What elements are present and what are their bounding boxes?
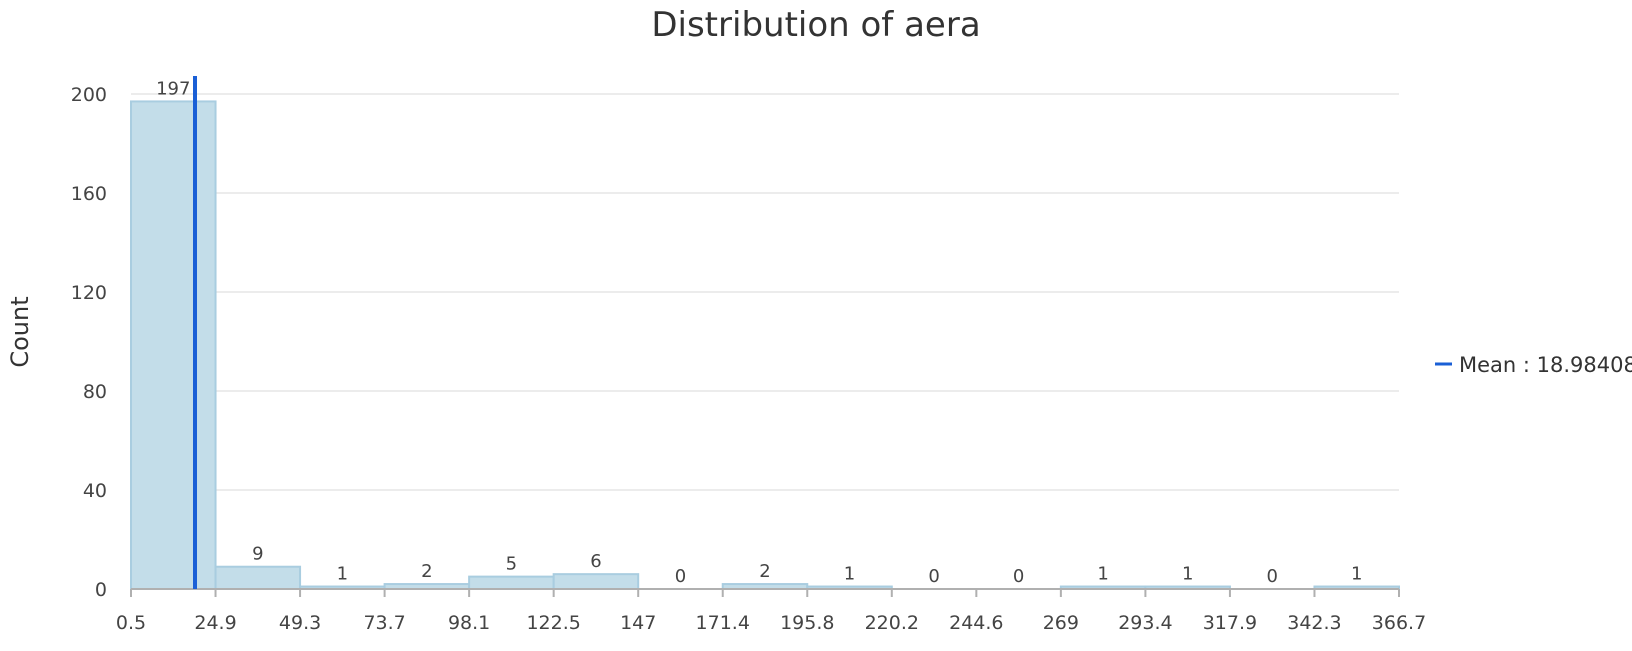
bar-value-label: 0 — [928, 566, 939, 587]
histogram-bars — [130, 100, 1401, 591]
y-tick-label: 200 — [71, 84, 107, 106]
histogram-bar[interactable] — [468, 575, 555, 590]
histogram-bar[interactable] — [552, 573, 640, 591]
bar-data-labels: 197 9 1 2 5 6 0 2 1 0 0 1 1 0 1 — [156, 78, 1362, 587]
x-tick-label: 171.4 — [696, 612, 750, 634]
x-tick-label: 122.5 — [526, 612, 580, 634]
bar-value-label: 1 — [1097, 564, 1108, 585]
y-tick-label: 0 — [95, 579, 107, 601]
x-tick-label: 0.5 — [116, 612, 146, 634]
x-tick-label: 24.9 — [194, 612, 236, 634]
bar-value-label: 9 — [252, 544, 263, 565]
y-tick-label: 120 — [71, 282, 107, 304]
x-tick-label: 49.3 — [279, 612, 321, 634]
x-tick-label: 195.8 — [780, 612, 834, 634]
histogram-bar[interactable] — [214, 565, 302, 590]
bar-value-label: 2 — [421, 561, 432, 582]
legend[interactable]: Mean : 18.98408 — [1435, 353, 1632, 377]
x-tick-label: 98.1 — [448, 612, 490, 634]
bar-value-label: 6 — [590, 551, 601, 572]
bar-value-label: 0 — [1266, 566, 1277, 587]
bar-value-label: 197 — [156, 78, 190, 99]
x-tick-label: 366.7 — [1372, 612, 1426, 634]
x-tick-label: 317.9 — [1203, 612, 1257, 634]
bar-value-label: 2 — [759, 561, 770, 582]
y-tick-label: 80 — [83, 381, 107, 403]
x-tick-label: 244.6 — [949, 612, 1003, 634]
bar-value-label: 1 — [337, 564, 348, 585]
bar-value-label: 0 — [675, 566, 686, 587]
bar-value-label: 5 — [506, 554, 517, 575]
x-tick-label: 147 — [620, 612, 656, 634]
x-tick-label: 342.3 — [1287, 612, 1341, 634]
bar-value-label: 0 — [1013, 566, 1024, 587]
y-tick-label: 160 — [71, 183, 107, 205]
x-axis-ticks: 0.5 24.9 49.3 73.7 98.1 122.5 147 171.4 195.8 220… — [116, 589, 1426, 634]
x-tick-label: 269 — [1043, 612, 1079, 634]
x-tick-label: 220.2 — [865, 612, 919, 634]
x-tick-label: 73.7 — [363, 612, 405, 634]
legend-mean-label[interactable]: Mean : 18.98408 — [1459, 353, 1632, 377]
chart-title: Distribution of aera — [651, 5, 980, 45]
y-axis-label: Count — [6, 296, 34, 367]
bar-value-label: 1 — [1182, 564, 1193, 585]
x-tick-label: 293.4 — [1118, 612, 1172, 634]
y-tick-label: 40 — [83, 480, 107, 502]
bar-value-label: 1 — [844, 564, 855, 585]
grid-lines — [131, 93, 1399, 491]
y-axis-ticks: 0 40 80 120 160 200 — [71, 84, 107, 601]
histogram-bar[interactable] — [130, 100, 217, 591]
bar-value-label: 1 — [1351, 564, 1362, 585]
